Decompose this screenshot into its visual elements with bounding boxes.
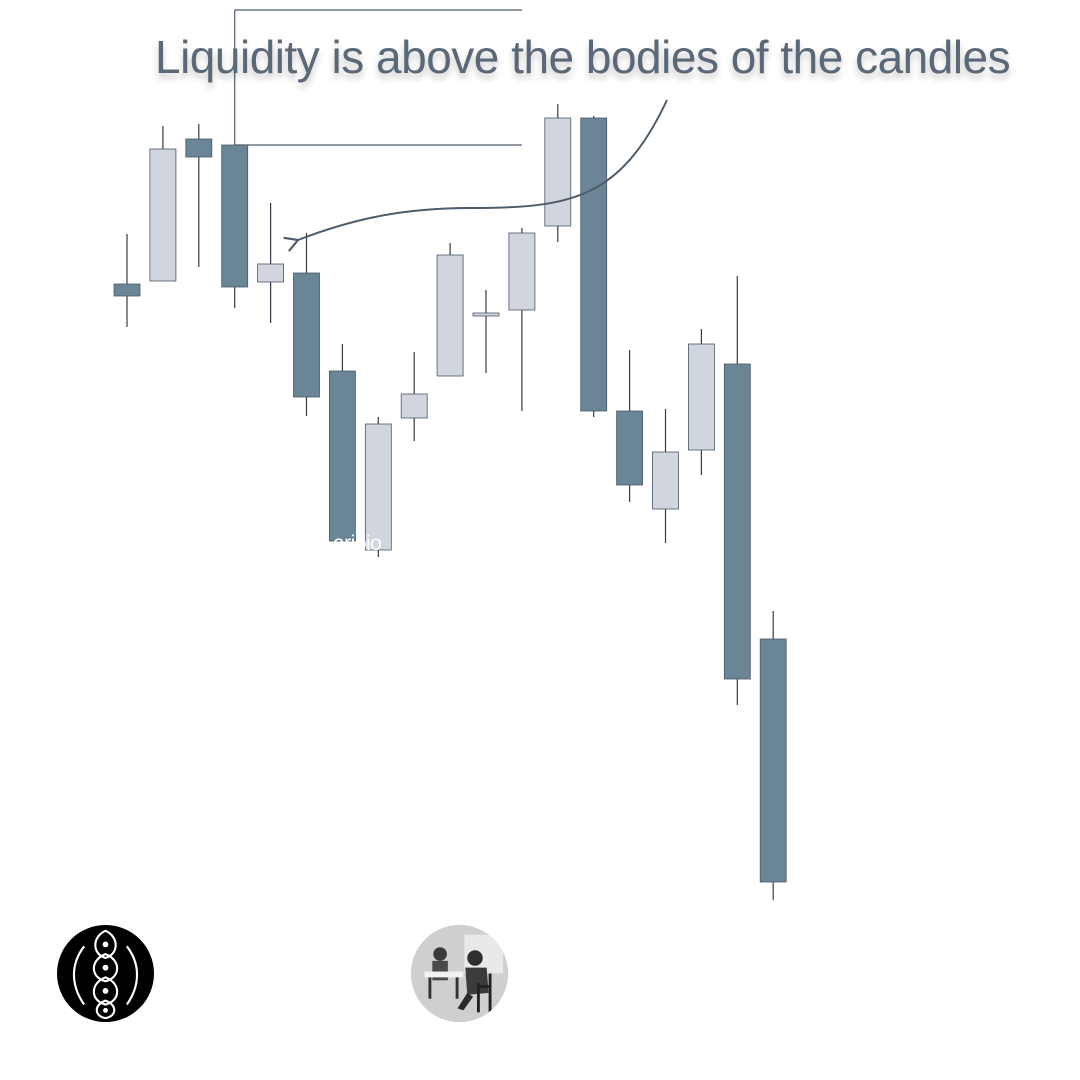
candle xyxy=(257,203,285,323)
candle xyxy=(544,104,572,242)
chart-title: Liquidity is above the bodies of the can… xyxy=(155,31,1011,83)
candle-body-bullish xyxy=(652,451,679,510)
candle xyxy=(759,611,787,900)
candle xyxy=(616,350,643,502)
candle-body-bearish xyxy=(328,370,356,542)
candle xyxy=(688,329,715,475)
candle-body-bearish xyxy=(185,138,213,158)
candle xyxy=(328,344,356,547)
candle-body-bullish xyxy=(472,312,500,317)
candle-body-bullish xyxy=(688,343,715,451)
candle xyxy=(364,417,392,557)
candle xyxy=(221,144,249,308)
watermark-text: arjoio xyxy=(333,532,382,555)
candle-body-bullish xyxy=(544,117,572,227)
ornamental-emblem-icon xyxy=(57,925,154,1022)
candle-body-bearish xyxy=(616,410,643,486)
candle xyxy=(113,234,141,327)
candle-body-bearish xyxy=(113,283,141,297)
vintage-photo-avatar-icon xyxy=(411,925,508,1022)
annotation-arrow xyxy=(283,99,668,252)
candle-body-bearish xyxy=(723,363,751,680)
liquidity-zone xyxy=(234,9,522,146)
candle xyxy=(185,124,213,267)
candle xyxy=(652,409,679,543)
candle xyxy=(472,290,500,373)
candle-body-bullish xyxy=(364,423,392,551)
candle xyxy=(400,352,428,441)
candle-body-bearish xyxy=(759,638,787,883)
candles xyxy=(113,104,787,900)
candle xyxy=(293,233,320,416)
candle xyxy=(149,126,177,282)
candle-body-bullish xyxy=(436,254,464,377)
candle-body-bullish xyxy=(508,232,536,311)
candle-body-bearish xyxy=(293,272,320,398)
candle-body-bullish xyxy=(400,393,428,419)
candle xyxy=(508,228,536,411)
candle-body-bullish xyxy=(149,148,177,282)
candle xyxy=(580,116,608,417)
candle xyxy=(723,276,751,705)
candle-body-bearish xyxy=(221,144,249,288)
candle-body-bearish xyxy=(580,117,608,412)
candle xyxy=(436,243,464,377)
candle-body-bullish xyxy=(257,263,285,283)
